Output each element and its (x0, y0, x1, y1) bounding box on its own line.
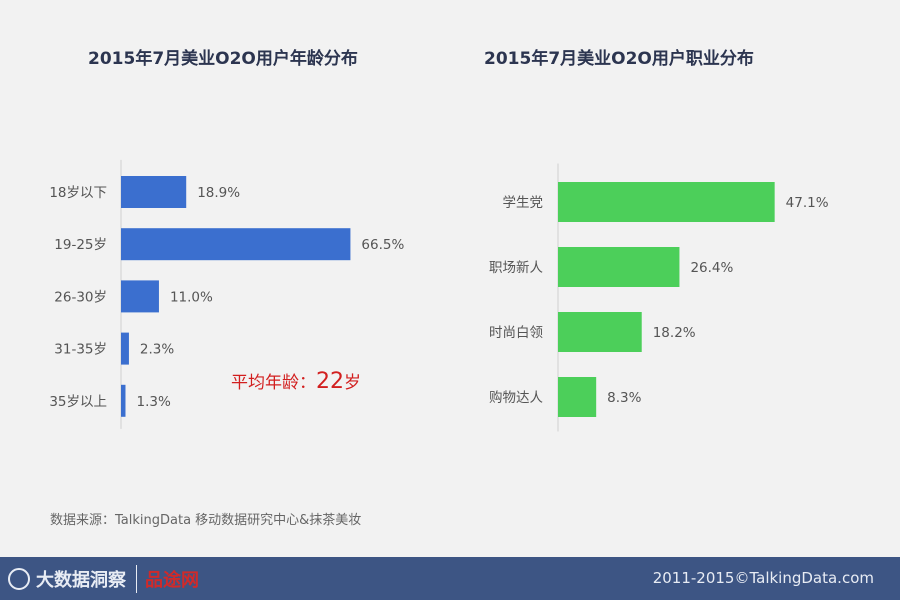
occupation-bar (558, 247, 680, 287)
age-bar (121, 384, 126, 417)
occupation-value-label: 8.3% (607, 390, 641, 406)
age-category-label: 18岁以下 (49, 185, 107, 201)
average-age-note: 平均年龄：22岁 (231, 368, 361, 394)
occupation-chart-title: 2015年7月美业O2O用户职业分布 (484, 49, 754, 69)
footer-logos: 大数据洞察 品途网 (8, 565, 199, 593)
occupation-category-label: 购物达人 (489, 390, 543, 406)
bar-charts: 18岁以下 18.9% 19-25岁 66.5% 26-30岁 11.0% 31-35岁 2.… (49, 159, 829, 432)
partner-logo-text: 品途网 (145, 570, 199, 591)
age-bar (121, 280, 159, 313)
logo-divider (136, 565, 137, 593)
age-bar (121, 176, 187, 208)
occupation-category-label: 时尚白领 (489, 325, 543, 341)
data-source: 数据来源：TalkingData 移动数据研究中心&抹茶美妆 (50, 513, 362, 528)
age-category-label: 19-25岁 (54, 237, 107, 253)
occupation-category-label: 职场新人 (489, 260, 543, 276)
occupation-value-label: 18.2% (653, 325, 696, 341)
occupation-bar (558, 377, 597, 417)
age-category-label: 35岁以上 (49, 394, 107, 410)
talkingdata-logo-icon (8, 568, 30, 590)
average-age-prefix: 平均年龄： (231, 373, 316, 393)
age-chart-title: 2015年7月美业O2O用户年龄分布 (88, 49, 358, 69)
age-category-label: 26-30岁 (54, 289, 107, 305)
occupation-bar (558, 312, 642, 352)
age-value-label: 66.5% (361, 237, 404, 253)
age-value-label: 18.9% (197, 185, 240, 201)
occupation-category-label: 学生党 (503, 195, 544, 211)
age-bar (121, 332, 129, 365)
age-value-label: 2.3% (140, 342, 174, 358)
age-value-label: 11.0% (170, 289, 213, 305)
age-bar (121, 228, 351, 261)
occupation-bar (558, 182, 775, 222)
footer-logo-text: 大数据洞察 (36, 570, 126, 591)
age-value-label: 1.3% (136, 394, 170, 410)
footer-bar: 大数据洞察 品途网 2011-2015©TalkingData.com (0, 557, 900, 600)
average-age-suffix: 岁 (344, 373, 361, 393)
copyright-text: 2011-2015©TalkingData.com (652, 569, 874, 587)
age-category-label: 31-35岁 (54, 342, 107, 358)
occupation-value-label: 47.1% (786, 195, 829, 211)
average-age-value: 22 (316, 369, 344, 394)
occupation-value-label: 26.4% (690, 260, 733, 276)
